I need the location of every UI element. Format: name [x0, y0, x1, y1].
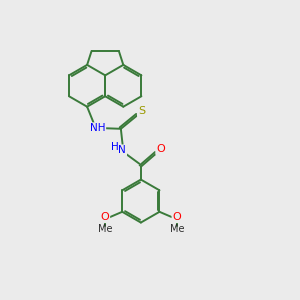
Text: NH: NH: [90, 123, 105, 133]
Text: N: N: [118, 145, 126, 155]
Text: O: O: [100, 212, 109, 222]
Text: S: S: [138, 106, 145, 116]
Text: O: O: [172, 212, 181, 222]
Text: Me: Me: [169, 224, 184, 233]
Text: Me: Me: [98, 224, 112, 233]
Text: H: H: [111, 142, 119, 152]
Text: O: O: [156, 144, 165, 154]
